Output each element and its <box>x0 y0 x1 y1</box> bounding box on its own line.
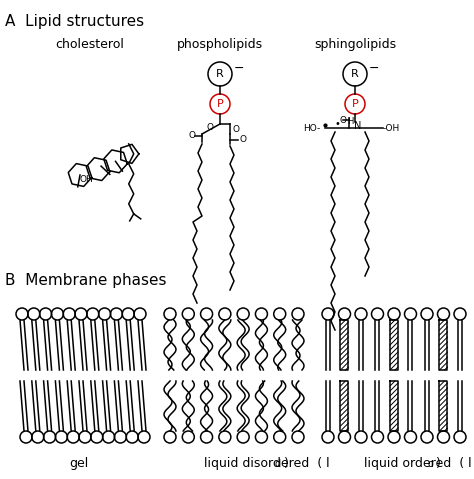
Text: −: − <box>234 61 245 75</box>
Text: •: • <box>334 119 340 129</box>
Text: d: d <box>275 459 281 469</box>
Text: gel: gel <box>69 457 88 470</box>
Text: O: O <box>233 125 239 134</box>
Text: R: R <box>216 69 224 79</box>
Text: sphingolipids: sphingolipids <box>314 38 396 51</box>
Text: OH: OH <box>80 175 93 184</box>
Text: liquid ordered  ( l: liquid ordered ( l <box>365 457 472 470</box>
Text: liquid disordered  ( l: liquid disordered ( l <box>204 457 329 470</box>
Text: H: H <box>347 116 353 125</box>
Text: O: O <box>189 132 195 140</box>
Text: R: R <box>351 69 359 79</box>
Text: -OH: -OH <box>383 124 400 133</box>
Text: ): ) <box>280 457 289 470</box>
Text: O: O <box>240 135 247 144</box>
Text: P: P <box>217 99 223 109</box>
Text: N: N <box>354 121 362 131</box>
Text: o: o <box>428 459 433 469</box>
Text: ): ) <box>432 457 441 470</box>
Text: O: O <box>339 115 346 125</box>
Text: B  Membrane phases: B Membrane phases <box>5 273 166 288</box>
Text: −: − <box>369 61 380 75</box>
Text: HO-: HO- <box>303 124 320 133</box>
Text: O: O <box>207 123 213 132</box>
Text: phospholipids: phospholipids <box>177 38 263 51</box>
Text: A  Lipid structures: A Lipid structures <box>5 14 144 29</box>
Text: P: P <box>352 99 358 109</box>
Text: cholesterol: cholesterol <box>55 38 125 51</box>
